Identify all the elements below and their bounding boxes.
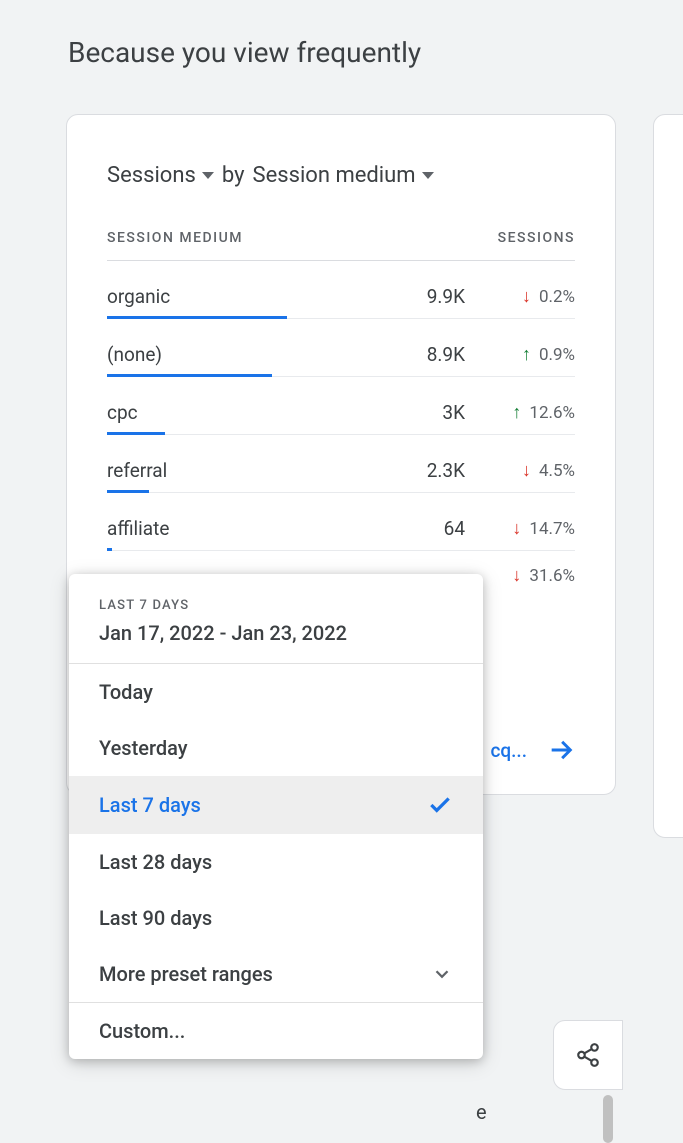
arrow-down-icon: ↓ — [512, 518, 521, 539]
metric-label: Sessions — [107, 163, 196, 188]
row-value: 8.9K — [395, 343, 465, 366]
menu-item-label: More preset ranges — [99, 962, 273, 986]
menu-item-label: Yesterday — [99, 736, 188, 760]
menu-header-range: Jan 17, 2022 - Jan 23, 2022 — [99, 621, 453, 645]
date-menu-item[interactable]: More preset ranges — [69, 946, 483, 1003]
arrow-up-icon: ↑ — [522, 344, 531, 365]
date-menu-item[interactable]: Last 7 days — [69, 776, 483, 834]
view-report-link[interactable]: cq... — [490, 739, 527, 762]
caret-down-icon — [202, 172, 214, 179]
change-value: 0.2% — [539, 287, 575, 307]
card-header: Sessions by Session medium — [107, 163, 575, 188]
row-change: ↓ 14.7% — [465, 518, 575, 539]
table-row[interactable]: cpc3K ↑ 12.6% — [107, 377, 575, 435]
dimension-label: Session medium — [253, 163, 416, 188]
change-value: 12.6% — [529, 403, 575, 423]
row-change: ↓ 4.5% — [465, 460, 575, 481]
change-value: 31.6% — [529, 566, 575, 586]
table-row[interactable]: organic9.9K ↓ 0.2% — [107, 261, 575, 319]
change-value: 14.7% — [529, 519, 575, 539]
date-menu-item[interactable]: Yesterday — [69, 720, 483, 776]
table-body: organic9.9K ↓ 0.2% (none)8.9K ↑ 0.9% cpc3K ↑ 12.… — [107, 261, 575, 551]
menu-item-label: Last 28 days — [99, 850, 212, 874]
date-range-menu: LAST 7 DAYS Jan 17, 2022 - Jan 23, 2022 … — [69, 574, 483, 1059]
change-value: 4.5% — [539, 461, 575, 481]
row-value: 3K — [395, 401, 465, 424]
table-row[interactable]: (none)8.9K ↑ 0.9% — [107, 319, 575, 377]
menu-item-label: Today — [99, 680, 153, 704]
row-change: ↓ 0.2% — [465, 286, 575, 307]
arrow-down-icon: ↓ — [522, 286, 531, 307]
share-card-peek — [553, 1020, 623, 1090]
row-label: (none) — [107, 343, 395, 366]
table-row[interactable]: referral2.3K ↓ 4.5% — [107, 435, 575, 493]
menu-item-label: Custom... — [99, 1019, 185, 1043]
row-label: affiliate — [107, 517, 395, 540]
arrow-down-icon: ↓ — [522, 460, 531, 481]
row-change: ↑ 0.9% — [465, 344, 575, 365]
row-value: 64 — [395, 517, 465, 540]
metric-dropdown[interactable]: Sessions — [107, 163, 214, 188]
table-header: SESSION MEDIUM SESSIONS — [107, 230, 575, 261]
caret-down-icon — [422, 172, 434, 179]
row-value: 9.9K — [395, 285, 465, 308]
share-icon[interactable] — [575, 1042, 601, 1068]
row-label: organic — [107, 285, 395, 308]
menu-item-label: Last 7 days — [99, 793, 201, 817]
row-label: referral — [107, 459, 395, 482]
menu-header: LAST 7 DAYS Jan 17, 2022 - Jan 23, 2022 — [69, 574, 483, 664]
date-menu-item[interactable]: Last 28 days — [69, 834, 483, 890]
chevron-down-icon — [431, 963, 453, 985]
column-metric: SESSIONS — [498, 230, 575, 246]
row-value: 2.3K — [395, 459, 465, 482]
date-menu-item[interactable]: Last 90 days — [69, 890, 483, 946]
table-row[interactable]: affiliate64 ↓ 14.7% — [107, 493, 575, 551]
change-value: 0.9% — [539, 345, 575, 365]
check-icon — [427, 792, 453, 818]
dimension-prefix: by — [222, 163, 245, 188]
value-bar — [107, 548, 112, 551]
menu-item-label: Last 90 days — [99, 906, 212, 930]
arrow-down-icon: ↓ — [512, 565, 521, 586]
truncated-text: e — [476, 1100, 487, 1124]
date-menu-item[interactable]: Custom... — [69, 1003, 483, 1059]
arrow-up-icon: ↑ — [512, 402, 521, 423]
date-menu-item[interactable]: Today — [69, 664, 483, 720]
row-change: ↑ 12.6% — [465, 402, 575, 423]
row-label: cpc — [107, 401, 395, 424]
dimension-dropdown[interactable]: Session medium — [253, 163, 434, 188]
scrollbar-thumb[interactable] — [603, 1095, 613, 1143]
column-dimension: SESSION MEDIUM — [107, 230, 243, 246]
menu-header-label: LAST 7 DAYS — [99, 598, 453, 613]
adjacent-card-peek — [653, 114, 683, 838]
arrow-right-icon[interactable] — [547, 736, 575, 764]
page-title: Because you view frequently — [0, 0, 683, 69]
